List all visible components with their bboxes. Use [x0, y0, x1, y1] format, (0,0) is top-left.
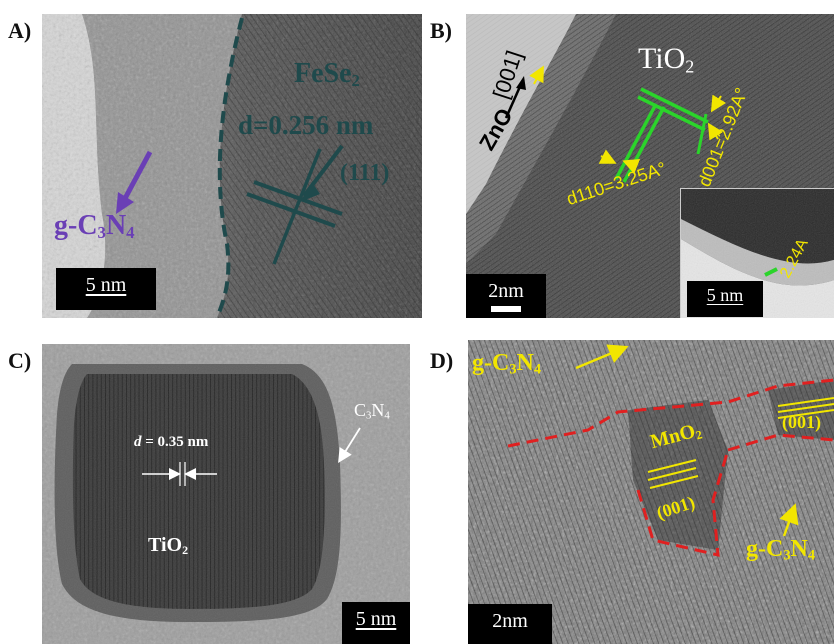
panel-d-micrograph	[468, 340, 834, 644]
panel-c-label: C)	[8, 348, 32, 373]
panel-d-image: g-C3N4 MnO2 (001) (001) g-C3N4 2nm	[468, 340, 834, 644]
d-gcn-bottom-label: g-C3N4	[746, 536, 816, 564]
feseo2-label: FeSe2	[294, 58, 360, 91]
panel-a-micrograph	[42, 14, 422, 318]
d-gcn-top-label: g-C3N4	[472, 350, 542, 378]
b-tio2-label: TiO2	[638, 42, 695, 77]
panel-b-image: [001] ZnO TiO2 d001=2.92A° d110=3.25A° 2…	[466, 14, 834, 318]
a-dspacing-label: d=0.256 nm	[238, 110, 374, 140]
b-scale-bar: 2nm	[466, 274, 546, 318]
panel-d-label: D)	[430, 348, 454, 373]
c-c3n4-label: C3N4	[354, 400, 390, 422]
d-plane-right-label: (001)	[782, 412, 821, 432]
panel-a-image: FeSe2 d=0.256 nm (111) g-C3N4 5 nm	[42, 14, 422, 318]
panel-c-image: C3N4 d = 0.35 nm TiO2 5 nm	[42, 344, 410, 644]
a-plane-label: (111)	[340, 160, 390, 186]
a-scale-bar: 5 nm	[56, 268, 156, 310]
panel-b-label: B)	[430, 18, 452, 43]
a-gcn-label: g-C3N4	[54, 210, 135, 243]
panel-b-micrograph	[466, 14, 834, 318]
d-scale-bar: 2nm	[468, 604, 552, 644]
c-scale-bar: 5 nm	[342, 602, 410, 644]
panel-c-micrograph	[42, 344, 410, 644]
c-dspacing-label: d = 0.35 nm	[134, 434, 209, 450]
c-tio2-label: TiO2	[148, 534, 189, 557]
b-inset: 2.24A 5 nm	[680, 188, 834, 318]
panel-a-label: A)	[8, 18, 32, 43]
b-inset-scale-bar: 5 nm	[687, 281, 763, 317]
